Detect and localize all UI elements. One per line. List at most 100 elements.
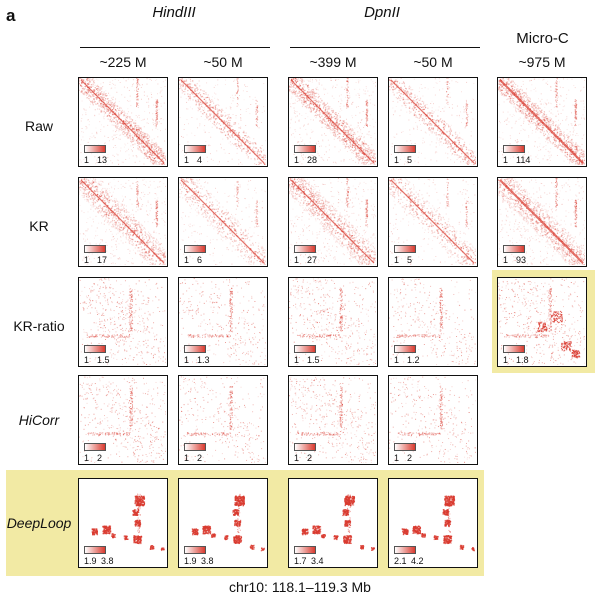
scale-max-label: 27 <box>307 255 318 265</box>
color-scale-bar <box>503 345 525 353</box>
scale-max-label: 2 <box>197 453 203 463</box>
color-scale-bar <box>394 245 416 253</box>
color-scale-bar <box>294 345 316 353</box>
scale-max-label: 114 <box>516 155 531 165</box>
scale-min-label: 1 <box>294 453 300 463</box>
contact-map-heatmap <box>79 376 166 463</box>
contact-map: 1 28 <box>288 77 378 167</box>
contact-map-heatmap <box>389 78 476 165</box>
contact-map: 1 114 <box>497 77 587 167</box>
contact-map: 1.7 3.4 <box>288 478 378 568</box>
contact-map: 1 1.8 <box>497 277 587 367</box>
row-label-deeploop: DeepLoop <box>6 515 72 531</box>
contact-map-heatmap <box>289 278 376 365</box>
scale-max-label: 2 <box>97 453 103 463</box>
contact-map-heatmap <box>191 493 265 552</box>
contact-map: 1 1.2 <box>388 277 478 367</box>
scale-min-label: 1 <box>184 255 190 265</box>
scale-max-label: 3.8 <box>101 556 114 566</box>
contact-map-heatmap <box>389 178 476 265</box>
scale-max-label: 1.2 <box>407 355 420 365</box>
contact-map-heatmap <box>289 376 376 463</box>
color-scale-bar <box>294 443 316 451</box>
contact-map-heatmap <box>301 494 375 551</box>
contact-map-heatmap <box>498 78 585 165</box>
scale-max-label: 4 <box>197 155 203 165</box>
contact-map-heatmap <box>179 178 266 265</box>
contact-map-heatmap <box>289 78 376 165</box>
contact-map-heatmap <box>498 178 585 265</box>
contact-map-heatmap <box>79 78 166 165</box>
contact-map: 1 1.5 <box>78 277 168 367</box>
row-label-kr-ratio: KR-ratio <box>13 318 65 334</box>
scale-max-label: 93 <box>516 255 527 265</box>
scale-min-label: 1.9 <box>184 556 197 566</box>
scale-min-label: 1 <box>294 155 300 165</box>
color-scale-bar <box>394 145 416 153</box>
scale-max-label: 5 <box>407 155 413 165</box>
contact-map-heatmap <box>179 78 266 165</box>
contact-map-heatmap <box>389 278 476 365</box>
scale-min-label: 1 <box>184 155 190 165</box>
contact-map-heatmap <box>179 278 266 365</box>
contact-map-heatmap <box>79 278 166 365</box>
scale-min-label: 1 <box>394 255 400 265</box>
contact-map-heatmap <box>179 376 266 463</box>
genomic-region-caption: chr10: 118.1–119.3 Mb <box>229 579 371 595</box>
column-label: ~975 M <box>518 54 566 70</box>
scale-max-label: 1.3 <box>197 355 210 365</box>
color-scale-bar <box>294 245 316 253</box>
scale-min-label: 1 <box>394 155 400 165</box>
color-scale-bar <box>84 245 106 253</box>
scale-min-label: 1 <box>184 453 190 463</box>
column-label: ~50 M <box>203 54 243 70</box>
scale-min-label: 1 <box>294 355 300 365</box>
scale-min-label: 1 <box>84 453 90 463</box>
color-scale-bar <box>84 546 106 554</box>
column-label: ~225 M <box>99 54 147 70</box>
scale-min-label: 1 <box>84 255 90 265</box>
scale-min-label: 1 <box>84 155 90 165</box>
contact-map: 1.9 3.8 <box>78 478 168 568</box>
scale-min-label: 1 <box>503 255 509 265</box>
contact-map: 1 1.5 <box>288 277 378 367</box>
color-scale-bar <box>184 443 206 451</box>
color-scale-bar <box>84 345 106 353</box>
group-underline-dpnii <box>290 47 480 48</box>
row-label-raw: Raw <box>24 118 53 134</box>
row-label-kr: KR <box>29 218 49 234</box>
color-scale-bar <box>394 546 416 554</box>
scale-min-label: 1.9 <box>84 556 97 566</box>
color-scale-bar <box>394 443 416 451</box>
scale-min-label: 1 <box>503 155 509 165</box>
scale-min-label: 1.7 <box>294 556 307 566</box>
scale-max-label: 2 <box>307 453 313 463</box>
scale-max-label: 5 <box>407 255 413 265</box>
color-scale-bar <box>503 245 525 253</box>
column-label: ~399 M <box>309 54 357 70</box>
contact-map: 1 13 <box>78 77 168 167</box>
contact-map: 1 93 <box>497 177 587 267</box>
scale-min-label: 1 <box>184 355 190 365</box>
group-title-micro-c: Micro-C <box>516 30 569 47</box>
color-scale-bar <box>294 546 316 554</box>
contact-map: 1 1.3 <box>178 277 268 367</box>
group-title-dpnii: DpnII <box>364 4 400 21</box>
row-label-hicorr: HiCorr <box>18 412 60 428</box>
color-scale-bar <box>184 145 206 153</box>
color-scale-bar <box>294 145 316 153</box>
color-scale-bar <box>184 345 206 353</box>
contact-map: 2.1 4.2 <box>388 478 478 568</box>
panel-letter: a <box>6 6 16 25</box>
scale-max-label: 1.8 <box>516 355 529 365</box>
scale-max-label: 3.8 <box>201 556 214 566</box>
scale-max-label: 1.5 <box>307 355 320 365</box>
scale-max-label: 1.5 <box>97 355 110 365</box>
color-scale-bar <box>84 443 106 451</box>
